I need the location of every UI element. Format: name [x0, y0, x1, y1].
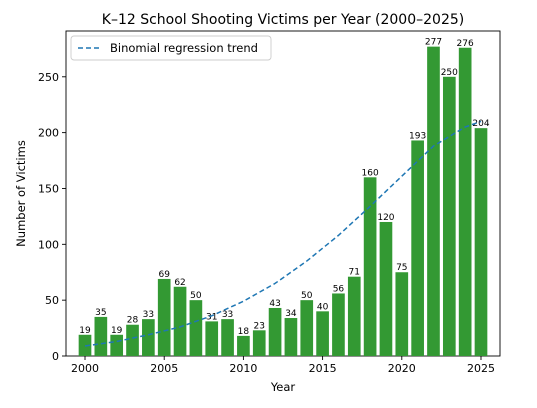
bar-value-label: 276 — [457, 39, 474, 49]
bar-2007 — [189, 300, 203, 356]
bar-value-label: 69 — [158, 270, 170, 280]
legend-trend-label: Binomial regression trend — [110, 41, 258, 55]
bar-value-label: 31 — [206, 312, 217, 322]
trend-line-group — [84, 120, 482, 347]
bar-2013 — [284, 318, 298, 356]
bar-2009 — [221, 319, 234, 356]
bar-2005 — [157, 278, 171, 356]
bar-value-label: 19 — [79, 326, 91, 336]
bar-value-label: 193 — [409, 131, 426, 141]
bar-2016 — [332, 293, 345, 356]
x-tick-label: 2000 — [71, 362, 99, 375]
y-axis: 0 50 100 150 200 250 — [38, 71, 66, 363]
x-tick-label: 2015 — [309, 362, 337, 375]
bar-2015 — [316, 311, 329, 356]
chart-title: K–12 School Shooting Victims per Year (2… — [102, 12, 464, 28]
bar-2003 — [126, 324, 139, 356]
bar-value-label: 28 — [127, 316, 139, 326]
legend-box — [70, 35, 272, 61]
bar-2022 — [427, 46, 440, 356]
bar-2004 — [142, 319, 155, 356]
trend-line — [84, 120, 482, 347]
bar-value-label: 18 — [238, 327, 250, 337]
bar-2012 — [268, 307, 282, 356]
y-axis-label: Number of Victims — [14, 140, 28, 247]
bar-2001 — [94, 316, 108, 356]
bar-value-label: 19 — [111, 326, 123, 336]
bar-labels: 19 35 19 28 33 69 62 50 31 33 18 23 43 34 50 40 56 71 160 1… — [79, 38, 490, 337]
y-tick-label: 100 — [38, 238, 59, 251]
bar-2010 — [237, 335, 250, 356]
y-tick-label: 200 — [38, 127, 59, 140]
bar-2018 — [363, 177, 377, 356]
bar-value-label: 34 — [285, 309, 297, 319]
x-tick-label: 2005 — [150, 362, 178, 375]
bar-value-label: 50 — [190, 291, 202, 301]
bar-value-label: 75 — [396, 263, 407, 273]
y-tick-label: 0 — [52, 350, 59, 363]
bar-2002 — [110, 334, 124, 356]
bar-value-label: 40 — [317, 302, 329, 312]
bar-2008 — [205, 321, 219, 356]
bar-2019 — [379, 221, 393, 356]
bar-value-label: 56 — [333, 284, 345, 294]
bar-2017 — [347, 276, 361, 356]
y-tick-label: 150 — [38, 182, 59, 195]
bar-value-label: 23 — [254, 321, 265, 331]
bar-value-label: 250 — [441, 68, 458, 78]
legend: Binomial regression trend — [70, 35, 272, 61]
bar-2014 — [300, 300, 314, 356]
bar-2020 — [395, 272, 409, 356]
bar-value-label: 50 — [301, 291, 313, 301]
bar-2021 — [411, 140, 424, 356]
x-axis-label: Year — [270, 380, 296, 394]
x-tick-label: 2025 — [467, 362, 495, 375]
bar-2024 — [458, 47, 472, 356]
y-tick-label: 250 — [38, 71, 59, 84]
x-axis: 2000 2005 2010 2015 2020 2025 — [71, 356, 495, 375]
bar-value-label: 62 — [174, 278, 185, 288]
bar-value-label: 120 — [377, 213, 394, 223]
bar-value-label: 277 — [425, 38, 442, 48]
bar-2006 — [173, 286, 187, 356]
bar-value-label: 33 — [143, 310, 154, 320]
bar-value-label: 33 — [222, 310, 233, 320]
bar-value-label: 204 — [472, 119, 489, 129]
bar-2011 — [252, 330, 266, 356]
bar-2025 — [474, 128, 488, 356]
bar-value-label: 160 — [362, 168, 379, 178]
x-tick-label: 2020 — [388, 362, 416, 375]
bars — [78, 46, 488, 356]
bar-2023 — [442, 76, 456, 356]
y-tick-label: 50 — [45, 294, 59, 307]
x-tick-label: 2010 — [229, 362, 257, 375]
bar-value-label: 35 — [95, 308, 106, 318]
bar-value-label: 71 — [349, 268, 360, 278]
bar-value-label: 43 — [269, 299, 280, 309]
